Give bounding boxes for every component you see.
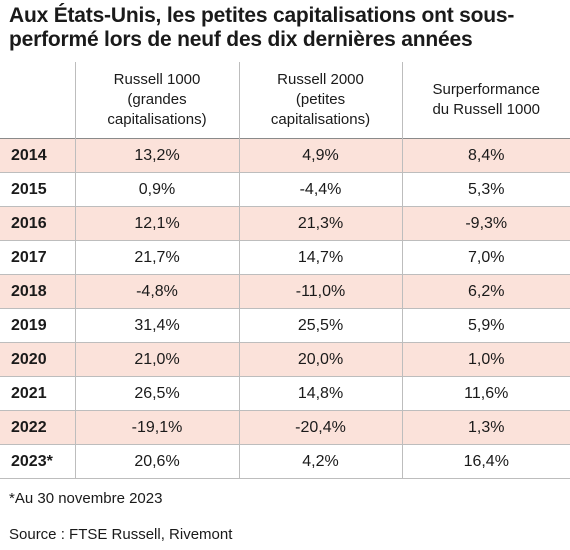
russell-2000-cell: 25,5% <box>238 308 402 343</box>
table-row: 2015 0,9% -4,4% 5,3% <box>0 172 570 207</box>
russell-1000-cell: 13,2% <box>74 138 239 173</box>
header-outperformance: Surperformance du Russell 1000 <box>401 62 570 139</box>
table-row: 2018 -4,8% -11,0% 6,2% <box>0 274 570 309</box>
year-cell: 2019 <box>0 308 75 343</box>
russell-1000-cell: 12,1% <box>74 206 239 241</box>
table-header: Russell 1000 (grandes capitalisations) Russ… <box>0 62 570 139</box>
column-header-line: (grandes <box>127 91 187 108</box>
russell-1000-cell: 31,4% <box>74 308 239 343</box>
column-header-line: (petites <box>295 91 346 108</box>
russell-2000-cell: -11,0% <box>238 274 402 309</box>
column-header-line: Russell 2000 <box>277 71 364 88</box>
russell-2000-cell: 14,7% <box>238 240 402 275</box>
table-row: 2019 31,4% 25,5% 5,9% <box>0 308 570 343</box>
header-empty <box>0 62 75 139</box>
russell-2000-cell: 4,2% <box>238 444 402 479</box>
table-row: 2023* 20,6% 4,2% 16,4% <box>0 444 570 479</box>
outperformance-cell: 6,2% <box>401 274 570 309</box>
source-note: Source : FTSE Russell, Rivemont <box>9 526 233 543</box>
russell-2000-cell: -20,4% <box>238 410 402 445</box>
column-header-line: Surperformance <box>432 81 541 98</box>
outperformance-cell: 5,9% <box>401 308 570 343</box>
table-row: 2017 21,7% 14,7% 7,0% <box>0 240 570 275</box>
column-header-line: du Russell 1000 <box>432 101 541 118</box>
russell-2000-cell: 14,8% <box>238 376 402 411</box>
russell-1000-cell: -4,8% <box>74 274 239 309</box>
outperformance-cell: -9,3% <box>401 206 570 241</box>
russell-1000-cell: 0,9% <box>74 172 239 207</box>
column-header-line: Russell 1000 <box>113 71 201 88</box>
table-row: 2016 12,1% 21,3% -9,3% <box>0 206 570 241</box>
year-cell: 2017 <box>0 240 75 275</box>
header-row: Russell 1000 (grandes capitalisations) Russ… <box>0 62 570 139</box>
chart-title: Aux États-Unis, les petites capitalisati… <box>9 4 515 51</box>
outperformance-cell: 11,6% <box>401 376 570 411</box>
outperformance-cell: 16,4% <box>401 444 570 479</box>
year-cell: 2022 <box>0 410 75 445</box>
column-header-line: capitalisations) <box>107 111 207 128</box>
russell-2000-cell: 21,3% <box>238 206 402 241</box>
russell-1000-cell: 21,0% <box>74 342 239 377</box>
outperformance-cell: 7,0% <box>401 240 570 275</box>
outperformance-cell: 8,4% <box>401 138 570 173</box>
table-row: 2022 -19,1% -20,4% 1,3% <box>0 410 570 445</box>
russell-1000-cell: 20,6% <box>74 444 239 479</box>
year-cell: 2016 <box>0 206 75 241</box>
column-header-line: capitalisations) <box>270 111 371 128</box>
table-body: 2014 13,2% 4,9% 8,4% 2015 0,9% -4,4% 5,3% 2016 12… <box>0 138 570 479</box>
table-row: 2021 26,5% 14,8% 11,6% <box>0 376 570 411</box>
header-russell-2000: Russell 2000 (petites capitalisations) <box>238 62 402 139</box>
russell-2000-cell: 4,9% <box>238 138 402 173</box>
outperformance-cell: 5,3% <box>401 172 570 207</box>
russell-1000-cell: 26,5% <box>74 376 239 411</box>
year-cell: 2015 <box>0 172 75 207</box>
outperformance-cell: 1,3% <box>401 410 570 445</box>
year-cell: 2014 <box>0 138 75 173</box>
year-cell: 2021 <box>0 376 75 411</box>
russell-2000-cell: -4,4% <box>238 172 402 207</box>
year-cell: 2023* <box>0 444 75 479</box>
table-row: 2020 21,0% 20,0% 1,0% <box>0 342 570 377</box>
year-cell: 2018 <box>0 274 75 309</box>
header-russell-1000: Russell 1000 (grandes capitalisations) <box>74 62 239 139</box>
russell-1000-cell: -19,1% <box>74 410 239 445</box>
data-table: Russell 1000 (grandes capitalisations) Russ… <box>0 62 570 479</box>
year-cell: 2020 <box>0 342 75 377</box>
outperformance-cell: 1,0% <box>401 342 570 377</box>
table-row: 2014 13,2% 4,9% 8,4% <box>0 138 570 173</box>
russell-2000-cell: 20,0% <box>238 342 402 377</box>
footnote: *Au 30 novembre 2023 <box>9 490 163 507</box>
russell-1000-cell: 21,7% <box>74 240 239 275</box>
